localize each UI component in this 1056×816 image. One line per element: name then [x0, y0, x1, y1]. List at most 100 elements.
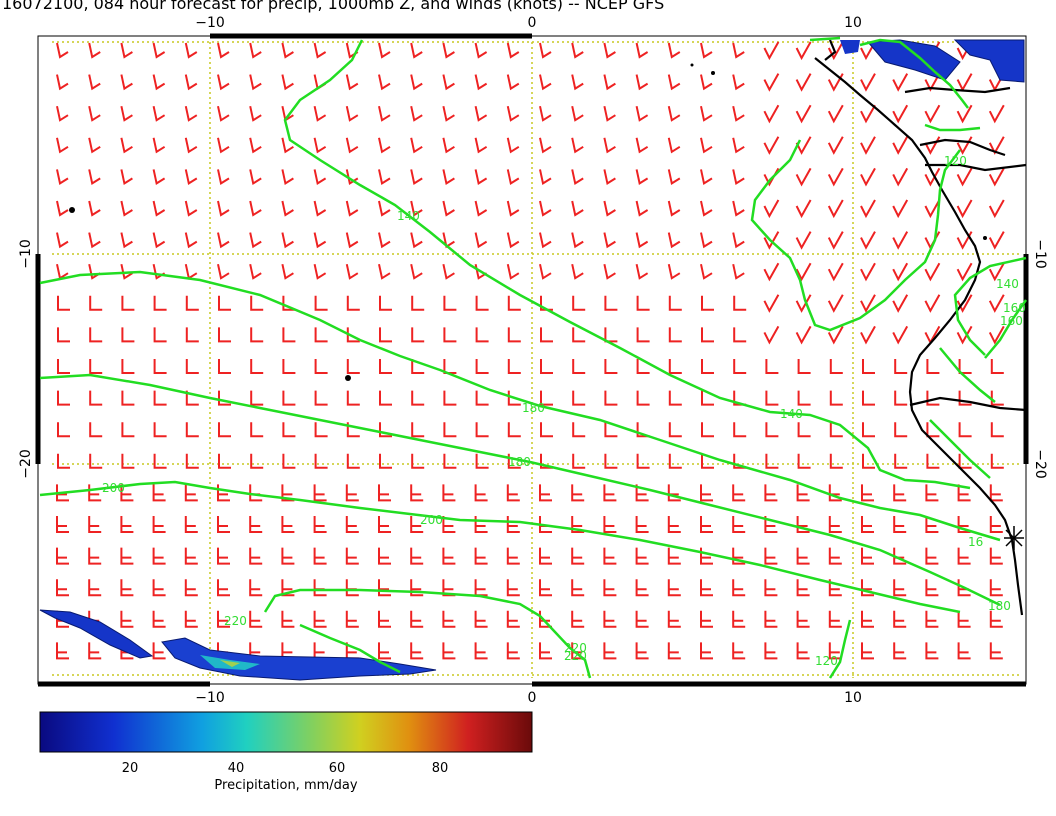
wind-barb — [988, 104, 1005, 124]
wind-barb — [56, 547, 69, 565]
wind-barb — [506, 579, 520, 597]
wind-barb — [89, 453, 103, 469]
wind-barb — [506, 169, 520, 186]
wind-barb — [152, 105, 166, 122]
wind-barb — [700, 263, 713, 280]
wind-barb — [185, 295, 199, 311]
wind-barb — [763, 167, 780, 187]
wind-barb — [827, 325, 844, 345]
wind-barb — [572, 295, 586, 311]
wind-barb — [795, 294, 812, 313]
wind-barb — [153, 327, 167, 343]
wind-barb — [474, 642, 488, 660]
wind-barb — [893, 610, 907, 628]
wind-barb — [442, 74, 455, 91]
wind-barb — [345, 610, 359, 628]
wind-barb — [442, 484, 456, 502]
wind-barb — [217, 610, 230, 628]
wind-barb — [667, 642, 681, 660]
wind-barb — [604, 422, 618, 438]
wind-barb — [893, 642, 907, 660]
wind-barb — [249, 579, 263, 597]
wind-barb — [635, 232, 649, 249]
wind-barb — [829, 390, 843, 406]
wind-barb — [120, 484, 134, 502]
wind-barb — [88, 547, 102, 565]
contour-label: 16 — [968, 535, 983, 549]
wind-barb — [474, 200, 488, 217]
wind-barb — [281, 137, 294, 154]
contour-label: 200 — [420, 513, 443, 527]
wind-barb — [313, 263, 327, 280]
wind-barb — [345, 484, 359, 502]
wind-barb — [281, 263, 294, 280]
wind-barb — [701, 295, 714, 311]
right-tick-labels: −10 −20 — [1032, 239, 1048, 479]
wind-barb — [827, 262, 844, 282]
wind-barb — [313, 516, 327, 533]
wind-barb — [185, 390, 199, 406]
wind-barb — [250, 327, 264, 343]
wind-barb — [89, 327, 103, 343]
wind-barb — [733, 359, 747, 374]
wind-barb — [603, 610, 617, 628]
wind-barb — [539, 232, 552, 249]
wind-barb — [249, 263, 262, 280]
wind-barb — [410, 42, 423, 59]
wind-barb — [603, 232, 616, 249]
wind-barb — [862, 422, 875, 438]
wind-barb — [379, 390, 392, 406]
wind-barb — [474, 610, 488, 628]
wind-barb — [603, 484, 617, 502]
wind-barb — [345, 169, 359, 186]
wind-barb — [827, 104, 844, 124]
wind-barb — [474, 137, 488, 154]
wind-barb — [120, 42, 133, 59]
wind-barb — [410, 516, 424, 533]
wind-barb — [249, 74, 262, 91]
wind-barb — [314, 390, 328, 406]
wind-barb — [506, 516, 520, 533]
wind-barb — [474, 105, 488, 122]
wind-barb — [184, 42, 198, 59]
wind-barb — [635, 263, 649, 280]
wind-barb — [314, 453, 328, 469]
wind-barb — [89, 422, 103, 438]
wind-barb — [443, 390, 457, 406]
wind-barb — [442, 516, 456, 533]
wind-barb — [378, 263, 391, 280]
wind-barb — [281, 610, 295, 628]
wind-barb — [668, 295, 682, 311]
wind-barb — [88, 169, 101, 186]
wind-barb — [571, 547, 585, 565]
wind-barb — [764, 516, 778, 533]
wind-barb — [860, 325, 876, 345]
wind-barb — [795, 199, 812, 219]
wind-barb — [506, 484, 520, 502]
wind-barb — [571, 579, 585, 597]
wind-barb — [152, 169, 166, 186]
wind-barb — [57, 390, 70, 406]
wind-barb — [924, 294, 941, 313]
wind-barb — [926, 359, 940, 374]
wind-barb — [732, 610, 746, 628]
wind-barb — [474, 484, 488, 502]
wind-barb — [765, 359, 779, 374]
wind-barb — [892, 325, 909, 345]
wind-barb — [506, 137, 520, 154]
wind-barb — [990, 359, 1004, 374]
wind-barb — [507, 422, 521, 438]
wind-barb — [733, 295, 747, 311]
wind-barb — [411, 453, 425, 469]
wind-barb — [956, 104, 973, 124]
wind-barb — [474, 42, 488, 59]
wind-barb — [218, 327, 231, 343]
wind-barb — [249, 42, 262, 59]
wind-barb — [700, 516, 713, 533]
wind-barb — [281, 169, 294, 186]
wind-barb — [475, 453, 489, 469]
wind-barb — [378, 169, 391, 186]
wind-barb — [281, 484, 295, 502]
wind-barb — [635, 137, 649, 154]
